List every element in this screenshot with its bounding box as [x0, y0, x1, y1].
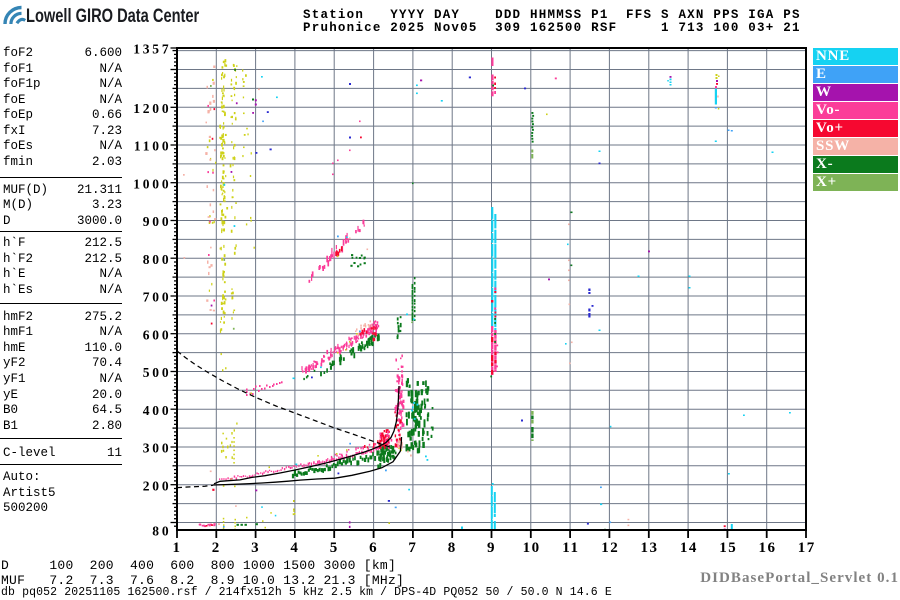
svg-text:800: 800 — [143, 252, 172, 267]
svg-text:1200: 1200 — [133, 101, 171, 116]
svg-text:13: 13 — [641, 540, 659, 556]
svg-text:10: 10 — [523, 540, 541, 556]
svg-text:1357: 1357 — [133, 42, 171, 57]
svg-text:7: 7 — [408, 540, 417, 556]
svg-text:2: 2 — [212, 540, 221, 556]
svg-text:6: 6 — [369, 540, 378, 556]
svg-text:1: 1 — [173, 540, 182, 556]
svg-text:300: 300 — [143, 441, 172, 456]
svg-text:4: 4 — [290, 540, 299, 556]
svg-text:200: 200 — [143, 478, 172, 493]
svg-text:11: 11 — [562, 540, 579, 556]
svg-text:1000: 1000 — [133, 176, 171, 191]
svg-text:8: 8 — [448, 540, 457, 556]
svg-text:80: 80 — [152, 524, 171, 539]
svg-text:14: 14 — [680, 540, 698, 556]
svg-text:16: 16 — [759, 540, 777, 556]
svg-text:600: 600 — [143, 327, 172, 342]
svg-text:15: 15 — [719, 540, 737, 556]
svg-text:5: 5 — [330, 540, 339, 556]
svg-text:3: 3 — [251, 540, 260, 556]
svg-text:500: 500 — [143, 365, 172, 380]
svg-text:9: 9 — [487, 540, 496, 556]
svg-text:17: 17 — [798, 540, 816, 556]
svg-text:700: 700 — [143, 290, 172, 305]
svg-text:12: 12 — [601, 540, 619, 556]
svg-text:900: 900 — [143, 214, 172, 229]
svg-text:400: 400 — [143, 403, 172, 418]
svg-text:1100: 1100 — [134, 139, 171, 154]
